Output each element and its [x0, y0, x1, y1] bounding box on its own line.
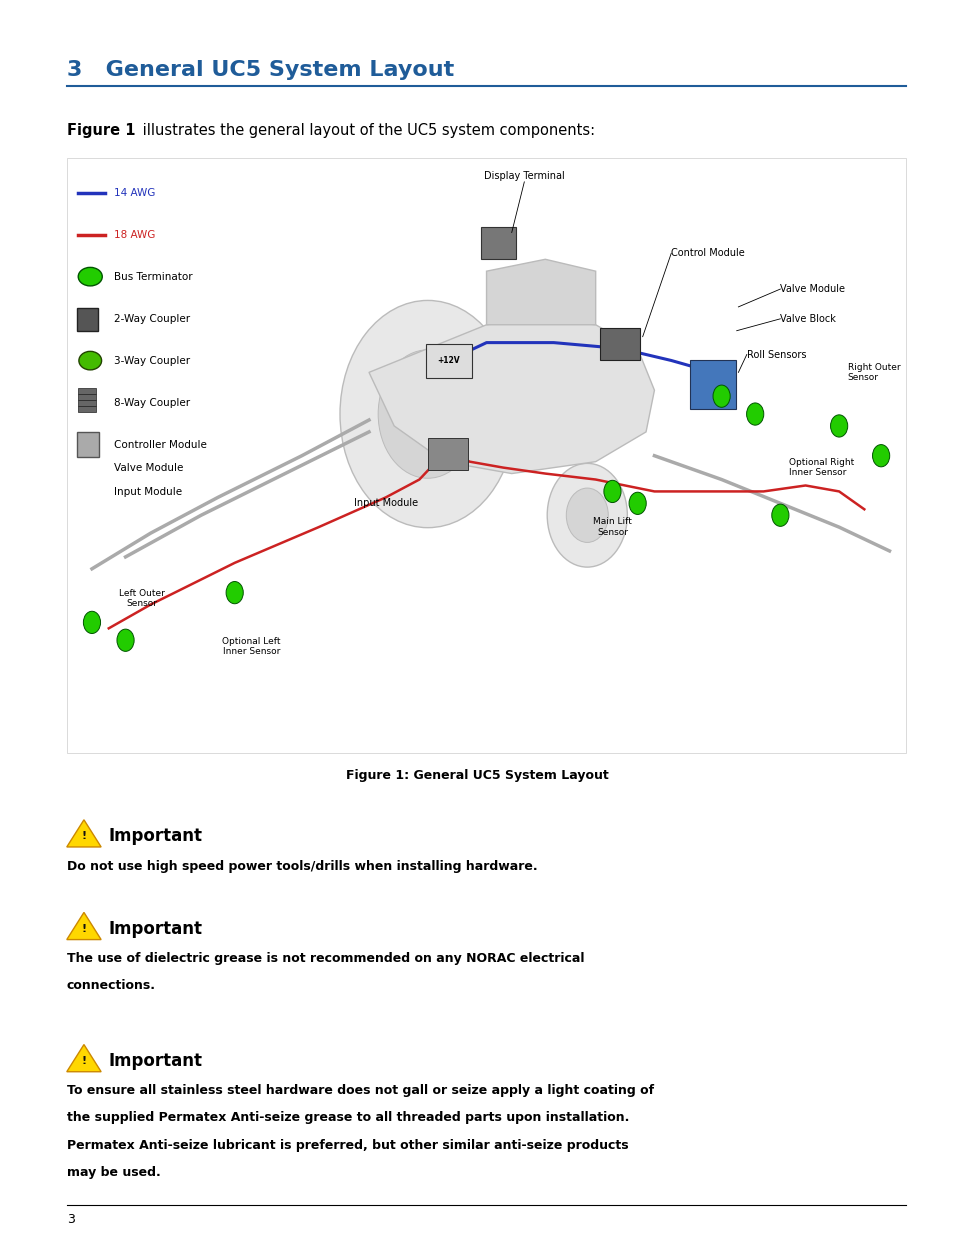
FancyBboxPatch shape	[427, 438, 467, 471]
Polygon shape	[486, 259, 595, 325]
Text: Roll Sensors: Roll Sensors	[746, 350, 805, 359]
Circle shape	[117, 629, 134, 651]
Text: 3-Way Coupler: 3-Way Coupler	[114, 356, 191, 366]
Polygon shape	[369, 319, 654, 473]
Text: may be used.: may be used.	[67, 1166, 160, 1179]
Ellipse shape	[78, 268, 102, 287]
Polygon shape	[67, 913, 101, 940]
Text: Valve Block: Valve Block	[780, 314, 836, 324]
Circle shape	[712, 385, 729, 408]
Text: Optional Left
Inner Sensor: Optional Left Inner Sensor	[222, 636, 280, 656]
FancyBboxPatch shape	[690, 359, 736, 409]
Text: To ensure all stainless steel hardware does not gall or seize apply a light coat: To ensure all stainless steel hardware d…	[67, 1084, 653, 1098]
Polygon shape	[67, 1045, 101, 1072]
Text: Right Outer
Sensor: Right Outer Sensor	[846, 363, 900, 382]
Text: Main Lift
Sensor: Main Lift Sensor	[593, 517, 631, 537]
Text: 8-Way Coupler: 8-Way Coupler	[114, 398, 191, 408]
Text: +12V: +12V	[437, 356, 459, 366]
Text: Input Module: Input Module	[354, 499, 417, 509]
Polygon shape	[67, 820, 101, 847]
Text: Display Terminal: Display Terminal	[483, 170, 564, 182]
Text: Figure 1: General UC5 System Layout: Figure 1: General UC5 System Layout	[345, 769, 608, 782]
Ellipse shape	[79, 351, 102, 370]
Text: Do not use high speed power tools/drills when installing hardware.: Do not use high speed power tools/drills…	[67, 860, 537, 873]
Circle shape	[830, 415, 847, 437]
Text: The use of dielectric grease is not recommended on any NORAC electrical: The use of dielectric grease is not reco…	[67, 952, 583, 966]
FancyBboxPatch shape	[78, 388, 95, 394]
FancyBboxPatch shape	[425, 345, 471, 378]
Text: 18 AWG: 18 AWG	[114, 230, 155, 240]
Circle shape	[377, 350, 476, 478]
Text: 14 AWG: 14 AWG	[114, 188, 155, 198]
Circle shape	[872, 445, 889, 467]
Text: Left Outer
Sensor: Left Outer Sensor	[119, 589, 165, 609]
Text: Important: Important	[109, 920, 203, 937]
Text: !: !	[81, 831, 87, 841]
Text: Input Module: Input Module	[114, 487, 182, 496]
Circle shape	[339, 300, 515, 527]
Text: Valve Module: Valve Module	[114, 463, 184, 473]
FancyBboxPatch shape	[77, 432, 99, 457]
Text: connections.: connections.	[67, 979, 155, 993]
FancyBboxPatch shape	[77, 308, 98, 331]
Text: 3: 3	[67, 1213, 74, 1226]
Text: Valve Module: Valve Module	[780, 284, 844, 294]
FancyBboxPatch shape	[480, 227, 516, 259]
Text: Control Module: Control Module	[671, 248, 744, 258]
Circle shape	[628, 493, 645, 515]
Text: Important: Important	[109, 827, 203, 845]
Circle shape	[83, 611, 100, 634]
FancyBboxPatch shape	[78, 400, 95, 406]
Text: 3   General UC5 System Layout: 3 General UC5 System Layout	[67, 61, 454, 80]
Circle shape	[746, 403, 763, 425]
Text: Optional Right
Inner Sensor: Optional Right Inner Sensor	[788, 458, 853, 477]
Text: 2-Way Coupler: 2-Way Coupler	[114, 314, 191, 324]
Text: Figure 1: Figure 1	[67, 124, 135, 138]
Circle shape	[226, 582, 243, 604]
Text: Important: Important	[109, 1052, 203, 1070]
FancyBboxPatch shape	[67, 158, 905, 753]
Text: illustrates the general layout of the UC5 system components:: illustrates the general layout of the UC…	[138, 124, 595, 138]
Text: Permatex Anti-seize lubricant is preferred, but other similar anti-seize product: Permatex Anti-seize lubricant is preferr…	[67, 1139, 628, 1152]
Text: !: !	[81, 1056, 87, 1066]
Text: Controller Module: Controller Module	[114, 440, 207, 450]
Text: !: !	[81, 924, 87, 934]
Circle shape	[566, 488, 608, 542]
Circle shape	[603, 480, 620, 503]
Text: Bus Terminator: Bus Terminator	[114, 272, 193, 282]
FancyBboxPatch shape	[78, 394, 95, 400]
FancyBboxPatch shape	[599, 327, 639, 359]
Circle shape	[771, 504, 788, 526]
Text: the supplied Permatex Anti-seize grease to all threaded parts upon installation.: the supplied Permatex Anti-seize grease …	[67, 1112, 628, 1125]
Circle shape	[547, 463, 627, 567]
FancyBboxPatch shape	[78, 406, 95, 412]
